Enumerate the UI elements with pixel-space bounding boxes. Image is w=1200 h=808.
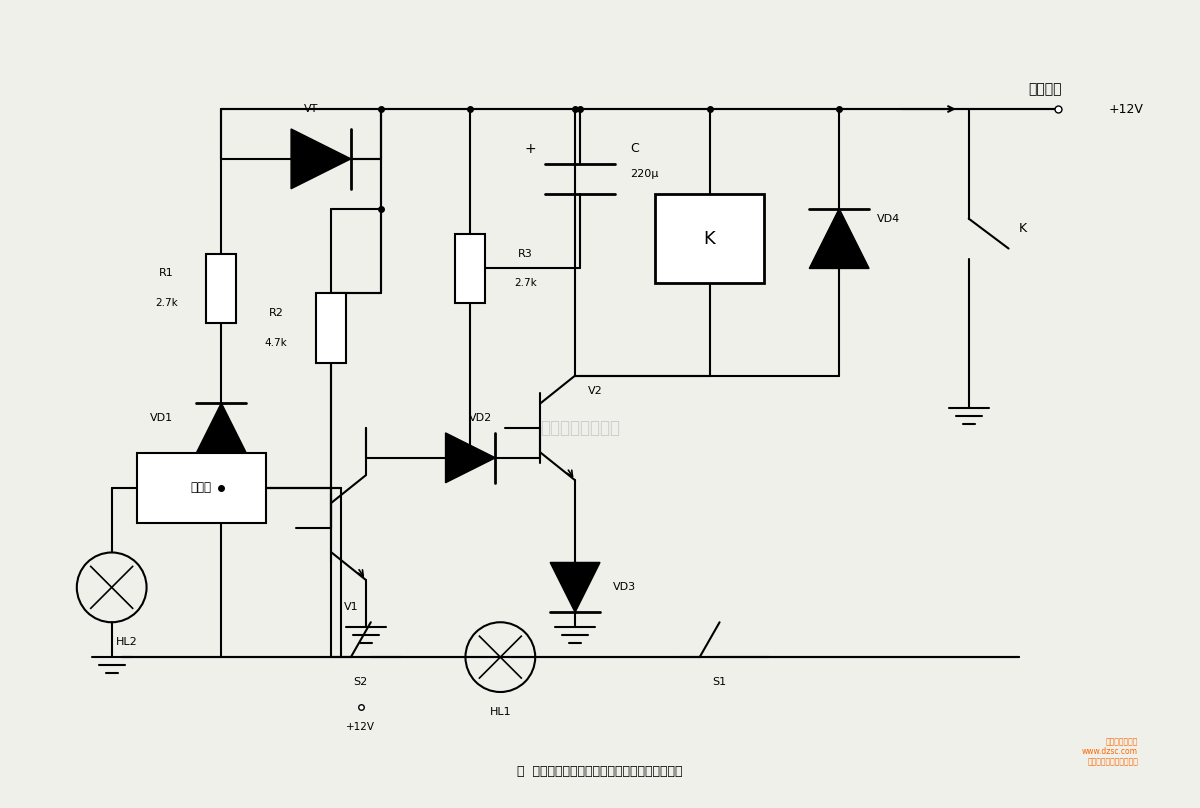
Text: R1: R1 — [160, 268, 174, 279]
Polygon shape — [292, 129, 350, 189]
Text: HL2: HL2 — [115, 638, 138, 647]
Text: 2.7k: 2.7k — [514, 279, 536, 288]
Text: HL1: HL1 — [490, 707, 511, 717]
Bar — [316, 293, 346, 363]
Text: V2: V2 — [588, 385, 602, 396]
Text: V1: V1 — [343, 602, 358, 612]
Text: 图  集成电路构成的信号产生中的摩托车防盗器一: 图 集成电路构成的信号产生中的摩托车防盗器一 — [517, 765, 683, 778]
Text: +: + — [524, 142, 536, 156]
FancyBboxPatch shape — [137, 452, 266, 523]
Text: 220μ: 220μ — [630, 169, 659, 179]
Text: +12V: +12V — [1109, 103, 1144, 116]
Polygon shape — [550, 562, 600, 612]
Text: 接熄火线: 接熄火线 — [1028, 82, 1062, 96]
Text: VD2: VD2 — [469, 413, 492, 423]
Text: VD3: VD3 — [613, 583, 636, 592]
Bar — [456, 234, 485, 303]
Text: +12V: +12V — [347, 722, 376, 732]
Text: 维库电子市场网
www.dzsc.com
专业电子元器件交易商城: 维库电子市场网 www.dzsc.com 专业电子元器件交易商城 — [1082, 737, 1138, 767]
Text: 2.7k: 2.7k — [155, 298, 178, 309]
Bar — [206, 254, 236, 323]
Text: 4.7k: 4.7k — [265, 339, 288, 348]
Text: C: C — [630, 142, 638, 155]
Text: S1: S1 — [713, 677, 727, 687]
Text: S2: S2 — [354, 677, 368, 687]
Text: K: K — [703, 229, 715, 247]
Text: VD4: VD4 — [877, 213, 901, 224]
Text: R3: R3 — [518, 249, 533, 259]
Polygon shape — [445, 433, 496, 482]
Polygon shape — [809, 208, 869, 268]
Text: 闪光器: 闪光器 — [191, 482, 212, 494]
Text: VD1: VD1 — [150, 413, 173, 423]
Text: R2: R2 — [269, 309, 283, 318]
Text: VT: VT — [304, 104, 318, 114]
Text: 杭州将睿有限公司: 杭州将睿有限公司 — [540, 419, 620, 437]
Text: K: K — [1019, 222, 1027, 235]
FancyBboxPatch shape — [655, 194, 764, 284]
Polygon shape — [197, 403, 246, 452]
